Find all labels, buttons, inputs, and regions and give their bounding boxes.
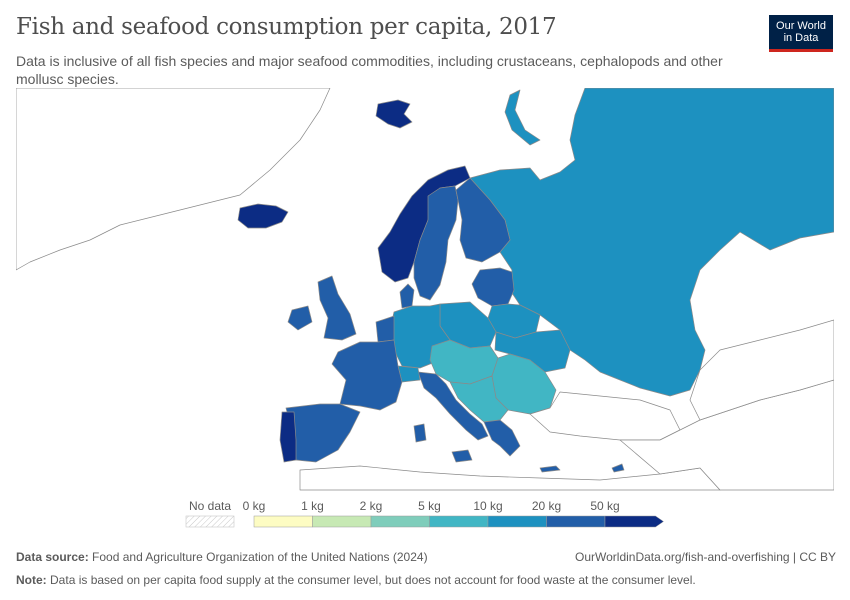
region-portugal[interactable] (279, 411, 297, 463)
region-north-africa[interactable] (299, 465, 721, 491)
legend-tick-label: 50 kg (590, 499, 619, 513)
region-ireland[interactable] (287, 305, 313, 331)
region-greece[interactable] (483, 419, 521, 457)
chart-title: Fish and seafood consumption per capita,… (16, 14, 557, 40)
owid-logo[interactable]: Our World in Data (769, 15, 833, 52)
legend-tick-label: 5 kg (418, 499, 441, 513)
legend-bin-0[interactable] (253, 515, 313, 528)
region-iceland[interactable] (237, 203, 289, 229)
region-italy[interactable] (417, 371, 489, 441)
note-label: Note: (16, 573, 47, 587)
logo-line-2: in Data (783, 32, 819, 44)
legend-tick-label: 2 kg (360, 499, 383, 513)
legend-tick-label: 20 kg (532, 499, 561, 513)
region-benelux[interactable] (375, 315, 395, 343)
legend-bin-6[interactable] (604, 515, 664, 528)
legend-tick-label: 1 kg (301, 499, 324, 513)
region-turkey[interactable] (529, 391, 681, 441)
source-text: Food and Agriculture Organization of the… (92, 550, 428, 564)
region-finland[interactable] (455, 177, 511, 263)
logo-line-1: Our World (776, 20, 826, 32)
region-denmark[interactable] (399, 283, 415, 309)
region-svalbard[interactable] (375, 99, 413, 129)
source-label: Data source: (16, 550, 89, 564)
region-sardinia[interactable] (413, 423, 427, 443)
region-cyprus[interactable] (611, 463, 625, 473)
region-balkans[interactable] (449, 375, 509, 423)
legend-bin-4[interactable] (487, 515, 547, 528)
legend-bin-5[interactable] (546, 515, 606, 528)
region-spain[interactable] (285, 403, 361, 463)
region-sicily[interactable] (451, 449, 473, 463)
region-novaya-zemlya[interactable] (504, 89, 541, 146)
legend-bin-3[interactable] (429, 515, 489, 528)
chart-subtitle: Data is inclusive of all fish species an… (16, 53, 723, 87)
note-text: Data is based on per capita food supply … (50, 573, 696, 587)
legend-bin-1[interactable] (312, 515, 372, 528)
region-central-asia[interactable] (689, 319, 834, 421)
legend-no-data-swatch (185, 515, 235, 528)
legend-tick-label: 10 kg (473, 499, 502, 513)
source-url[interactable]: OurWorldinData.org/fish-and-overfishing … (575, 550, 836, 564)
legend-no-data-label: No data (189, 499, 231, 513)
region-great-britain[interactable] (317, 275, 357, 341)
region-greenland[interactable] (16, 88, 331, 271)
region-france[interactable] (331, 339, 403, 411)
legend-tick-label: 0 kg (243, 499, 266, 513)
footer: Data source: Food and Agriculture Organi… (16, 548, 836, 589)
region-baltics[interactable] (471, 267, 515, 307)
europe-map (16, 88, 834, 491)
legend: No data 0 kg 1 kg 2 kg 5 kg 10 kg 20 kg 50 kg (185, 499, 664, 528)
region-ukraine[interactable] (494, 329, 571, 373)
legend-bin-2[interactable] (370, 515, 430, 528)
region-crete[interactable] (539, 465, 561, 473)
